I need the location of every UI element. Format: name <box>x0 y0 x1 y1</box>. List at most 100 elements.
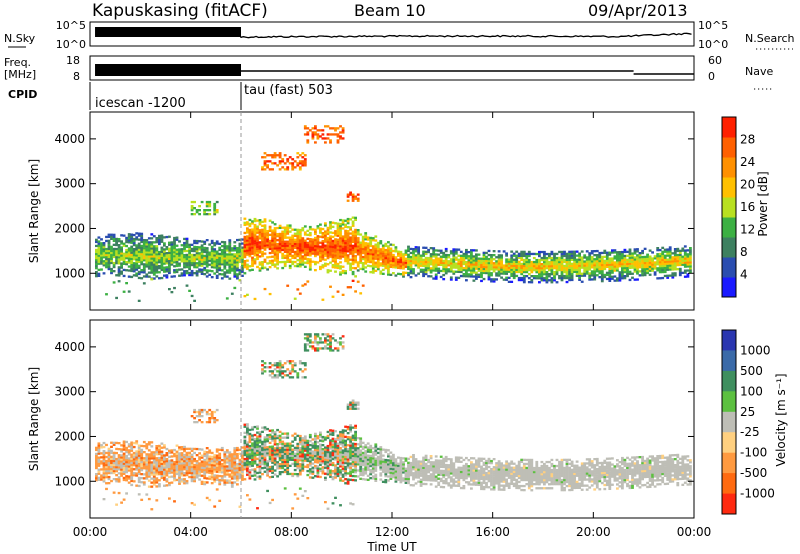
heatmap-cell <box>633 268 637 271</box>
heatmap-cell <box>291 244 295 247</box>
heatmap-cell <box>107 267 111 271</box>
heatmap-cell <box>590 258 594 261</box>
heatmap-cell <box>241 462 244 465</box>
heatmap-cell <box>276 449 279 452</box>
heatmap-cell <box>228 455 232 458</box>
heatmap-cell <box>283 254 287 257</box>
heatmap-cell <box>525 260 529 264</box>
heatmap-cell <box>573 268 576 271</box>
heatmap-cell <box>155 251 159 254</box>
heatmap-cell <box>203 452 207 456</box>
heatmap-cell <box>351 230 355 233</box>
heatmap-cell <box>145 273 149 276</box>
heatmap-cell <box>145 477 149 480</box>
heatmap-cell <box>178 254 181 257</box>
heatmap-cell <box>293 468 297 472</box>
heatmap-cell <box>107 247 111 251</box>
heatmap-cell <box>175 250 179 253</box>
heatmap-cell <box>603 263 607 267</box>
heatmap-cell <box>185 261 189 265</box>
heatmap-cell <box>651 265 654 268</box>
heatmap-cell <box>135 472 139 475</box>
heatmap-cell <box>477 267 481 270</box>
heatmap-cell <box>246 247 249 250</box>
heatmap-cell <box>276 475 279 478</box>
heatmap-cell <box>105 235 108 239</box>
heatmap-cell <box>117 442 121 445</box>
heatmap-cell <box>261 430 264 433</box>
heatmap-cell <box>215 456 219 459</box>
heatmap-cell <box>190 255 194 259</box>
heatmap-cell <box>218 254 222 258</box>
heatmap-cell <box>185 451 189 455</box>
heatmap-cell <box>278 236 282 240</box>
heatmap-cell <box>233 465 237 468</box>
heatmap-cell <box>215 256 219 259</box>
heatmap-cell <box>178 482 181 485</box>
heatmap-cell <box>256 219 259 222</box>
heatmap-cell <box>140 277 144 280</box>
heatmap-cell <box>185 469 189 473</box>
heatmap-cell <box>646 265 649 268</box>
heatmap-cell <box>130 261 134 264</box>
heatmap-cell <box>341 219 345 222</box>
heatmap-cell <box>223 459 227 462</box>
heatmap-cell <box>404 259 408 262</box>
heatmap-cell <box>163 466 166 469</box>
heatmap-cell <box>193 262 196 265</box>
heatmap-cell <box>238 468 242 472</box>
heatmap-cell <box>329 235 332 238</box>
heatmap-cell <box>253 254 257 257</box>
heatmap-cell <box>155 467 159 470</box>
heatmap-cell <box>195 209 199 212</box>
heatmap-cell <box>512 252 516 255</box>
heatmap-cell <box>210 263 214 267</box>
heatmap-cell <box>145 255 149 258</box>
heatmap-cell <box>251 250 254 253</box>
heatmap-cell <box>311 131 315 134</box>
heatmap-cell <box>314 252 317 256</box>
heatmap-cell <box>213 456 217 459</box>
heatmap-cell <box>263 160 267 163</box>
heatmap-cell <box>220 475 224 478</box>
heatmap-cell <box>588 274 592 277</box>
heatmap-cell <box>266 268 269 271</box>
heatmap-cell <box>273 229 277 232</box>
heatmap-cell <box>288 258 292 261</box>
heatmap-cell <box>263 246 267 249</box>
heatmap-cell <box>613 255 617 258</box>
heatmap-cell <box>140 269 144 272</box>
heatmap-cell <box>608 259 612 262</box>
heatmap-cell <box>281 454 285 458</box>
heatmap-cell <box>278 240 282 244</box>
heatmap-cell <box>495 256 498 259</box>
heatmap-cell <box>165 480 169 483</box>
heatmap-cell <box>291 260 295 264</box>
heatmap-cell <box>369 236 373 240</box>
heatmap-cell <box>110 479 113 483</box>
heatmap-cell <box>326 463 330 466</box>
heatmap-cell <box>183 264 186 267</box>
heatmap-cell <box>449 266 453 269</box>
heatmap-cell <box>208 451 212 454</box>
heatmap-cell <box>170 263 174 266</box>
heatmap-cell <box>291 240 295 243</box>
heatmap-cell <box>422 246 425 249</box>
heatmap-cell <box>321 472 325 475</box>
heatmap-cell <box>142 259 146 262</box>
heatmap-cell <box>178 476 181 479</box>
heatmap-cell <box>160 246 164 249</box>
heatmap-cell <box>427 265 430 268</box>
heatmap-cell <box>558 260 561 264</box>
heatmap-cell <box>236 259 239 262</box>
heatmap-cell <box>319 259 322 262</box>
heatmap-cell <box>346 234 350 237</box>
heatmap-cell <box>163 464 166 467</box>
heatmap-cell <box>132 472 136 475</box>
heatmap-cell <box>346 217 350 221</box>
heatmap-cell <box>107 469 111 473</box>
heatmap-cell <box>165 484 169 487</box>
heatmap-cell <box>359 245 363 248</box>
heatmap-cell <box>319 447 322 450</box>
heatmap-cell <box>334 466 337 469</box>
